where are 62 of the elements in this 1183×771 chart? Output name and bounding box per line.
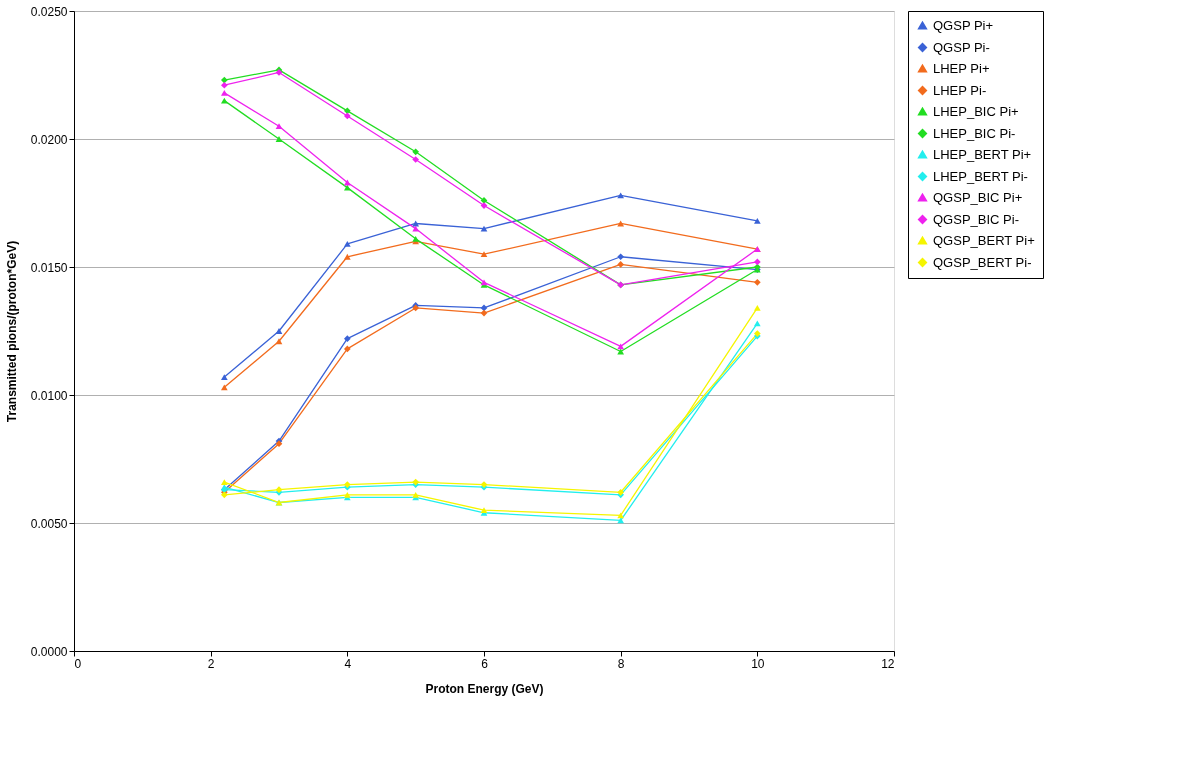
point xyxy=(275,328,283,334)
point xyxy=(220,384,228,391)
point xyxy=(753,258,761,266)
point xyxy=(617,261,625,268)
legend-label: LHEP_BERT Pi- xyxy=(933,168,1028,184)
point xyxy=(343,253,351,260)
point xyxy=(753,279,761,286)
x-tick-label: 12 xyxy=(881,656,895,671)
point xyxy=(220,76,228,84)
point xyxy=(753,305,761,311)
point xyxy=(220,374,228,380)
point xyxy=(480,225,488,232)
point xyxy=(480,309,488,317)
point xyxy=(480,304,488,312)
y-tick-label: 0.0050 xyxy=(30,516,68,531)
y-tick-label: 0.0200 xyxy=(30,132,68,147)
point xyxy=(617,192,625,199)
x-tick-label: 6 xyxy=(481,656,489,671)
y-tick-label: 0.0250 xyxy=(30,4,68,19)
y-axis-title: Transmitted pions/(proton*GeV) xyxy=(4,240,19,423)
point xyxy=(753,320,761,327)
point xyxy=(220,90,228,96)
x-tick-label: 8 xyxy=(617,656,625,671)
point xyxy=(617,343,625,350)
legend-label: QGSP Pi- xyxy=(933,39,990,55)
legend-label: QGSP_BERT Pi- xyxy=(933,254,1032,270)
legend-label: QGSP_BIC Pi+ xyxy=(933,189,1023,205)
x-tick-label: 4 xyxy=(344,656,352,671)
point xyxy=(343,184,351,191)
y-tick-label: 0.0100 xyxy=(30,388,68,403)
legend-label: QGSP_BIC Pi- xyxy=(933,211,1019,227)
legend-label: QGSP_BERT Pi+ xyxy=(933,232,1035,248)
point xyxy=(412,225,420,232)
point xyxy=(343,112,351,120)
legend-label: LHEP_BERT Pi+ xyxy=(933,146,1032,162)
y-tick-label: 0.0150 xyxy=(30,260,68,275)
point xyxy=(412,148,420,156)
point xyxy=(275,123,283,130)
y-tick-label: 0.0000 xyxy=(30,644,68,659)
legend-label: LHEP Pi+ xyxy=(933,60,990,76)
point xyxy=(275,338,283,345)
legend-label: LHEP_BIC Pi- xyxy=(933,125,1016,141)
point xyxy=(343,335,351,343)
point xyxy=(343,241,351,247)
point xyxy=(343,345,351,353)
point xyxy=(343,107,351,115)
legend-label: LHEP Pi- xyxy=(933,82,987,98)
point xyxy=(220,81,228,89)
x-tick-label: 2 xyxy=(207,656,215,671)
point xyxy=(617,253,625,261)
point xyxy=(220,97,228,104)
point xyxy=(617,512,625,519)
legend-label: QGSP Pi+ xyxy=(933,17,994,33)
x-tick-label: 10 xyxy=(751,656,765,671)
point xyxy=(480,251,488,258)
x-axis-title: Proton Energy (GeV) xyxy=(425,681,544,696)
x-tick-label: 0 xyxy=(74,656,82,671)
point xyxy=(220,479,228,485)
point xyxy=(412,156,420,163)
legend-label: LHEP_BIC Pi+ xyxy=(933,103,1019,119)
point xyxy=(275,136,283,142)
point xyxy=(753,218,761,224)
